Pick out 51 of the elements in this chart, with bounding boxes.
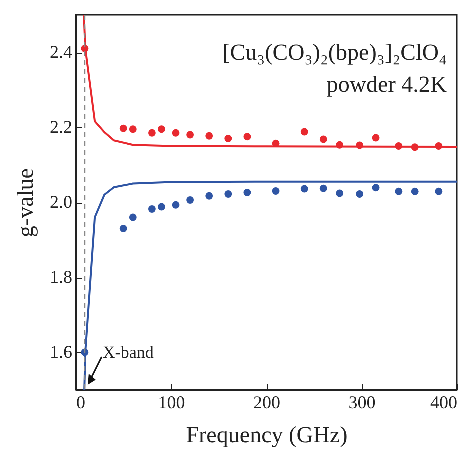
point: [395, 188, 403, 196]
point: [411, 144, 419, 152]
point: [129, 214, 137, 222]
point: [129, 126, 137, 134]
y-tick-label: 2.2: [50, 117, 72, 137]
point: [206, 192, 214, 200]
x-tick-label: 100: [158, 392, 186, 412]
point: [148, 206, 156, 213]
point: [158, 203, 166, 211]
point: [120, 225, 128, 232]
point: [224, 190, 232, 198]
point: [158, 126, 166, 134]
point: [172, 129, 180, 137]
point: [395, 142, 403, 150]
annotation: X-band: [102, 343, 154, 362]
y-tick-label: 2.4: [50, 42, 72, 62]
point: [272, 188, 280, 195]
point: [372, 184, 380, 192]
x-tick-label: 0: [76, 392, 86, 412]
text: [Cu₃(CO₃)₂(bpe)₃]₂ClO₄: [222, 40, 447, 65]
x-axis-title: Frequency (GHz): [186, 422, 348, 448]
point: [244, 189, 252, 196]
x-tick-label: 300: [348, 392, 376, 412]
point: [224, 135, 232, 142]
point: [336, 141, 344, 149]
point: [172, 201, 180, 209]
x-tick-label: 400: [430, 392, 458, 412]
point: [336, 190, 344, 198]
point: [411, 188, 419, 196]
point: [206, 132, 214, 140]
point: [372, 134, 380, 142]
point: [148, 129, 156, 137]
point: [435, 142, 443, 150]
y-axis-title: g-value: [13, 168, 38, 238]
point: [186, 196, 194, 204]
point: [300, 128, 308, 136]
text: powder 4.2K: [326, 72, 448, 97]
x-tick-label: 200: [254, 392, 280, 412]
point: [356, 142, 364, 150]
point: [186, 131, 194, 139]
point: [435, 188, 443, 196]
point: [356, 190, 364, 198]
y-tick-label: 2.0: [50, 192, 72, 212]
point: [120, 124, 128, 132]
point: [81, 45, 89, 52]
y-tick-label: 1.8: [50, 267, 72, 287]
y-tick-label: 1.6: [50, 342, 72, 362]
point: [320, 136, 328, 144]
point: [300, 185, 308, 193]
point: [244, 133, 252, 141]
point: [320, 184, 328, 192]
